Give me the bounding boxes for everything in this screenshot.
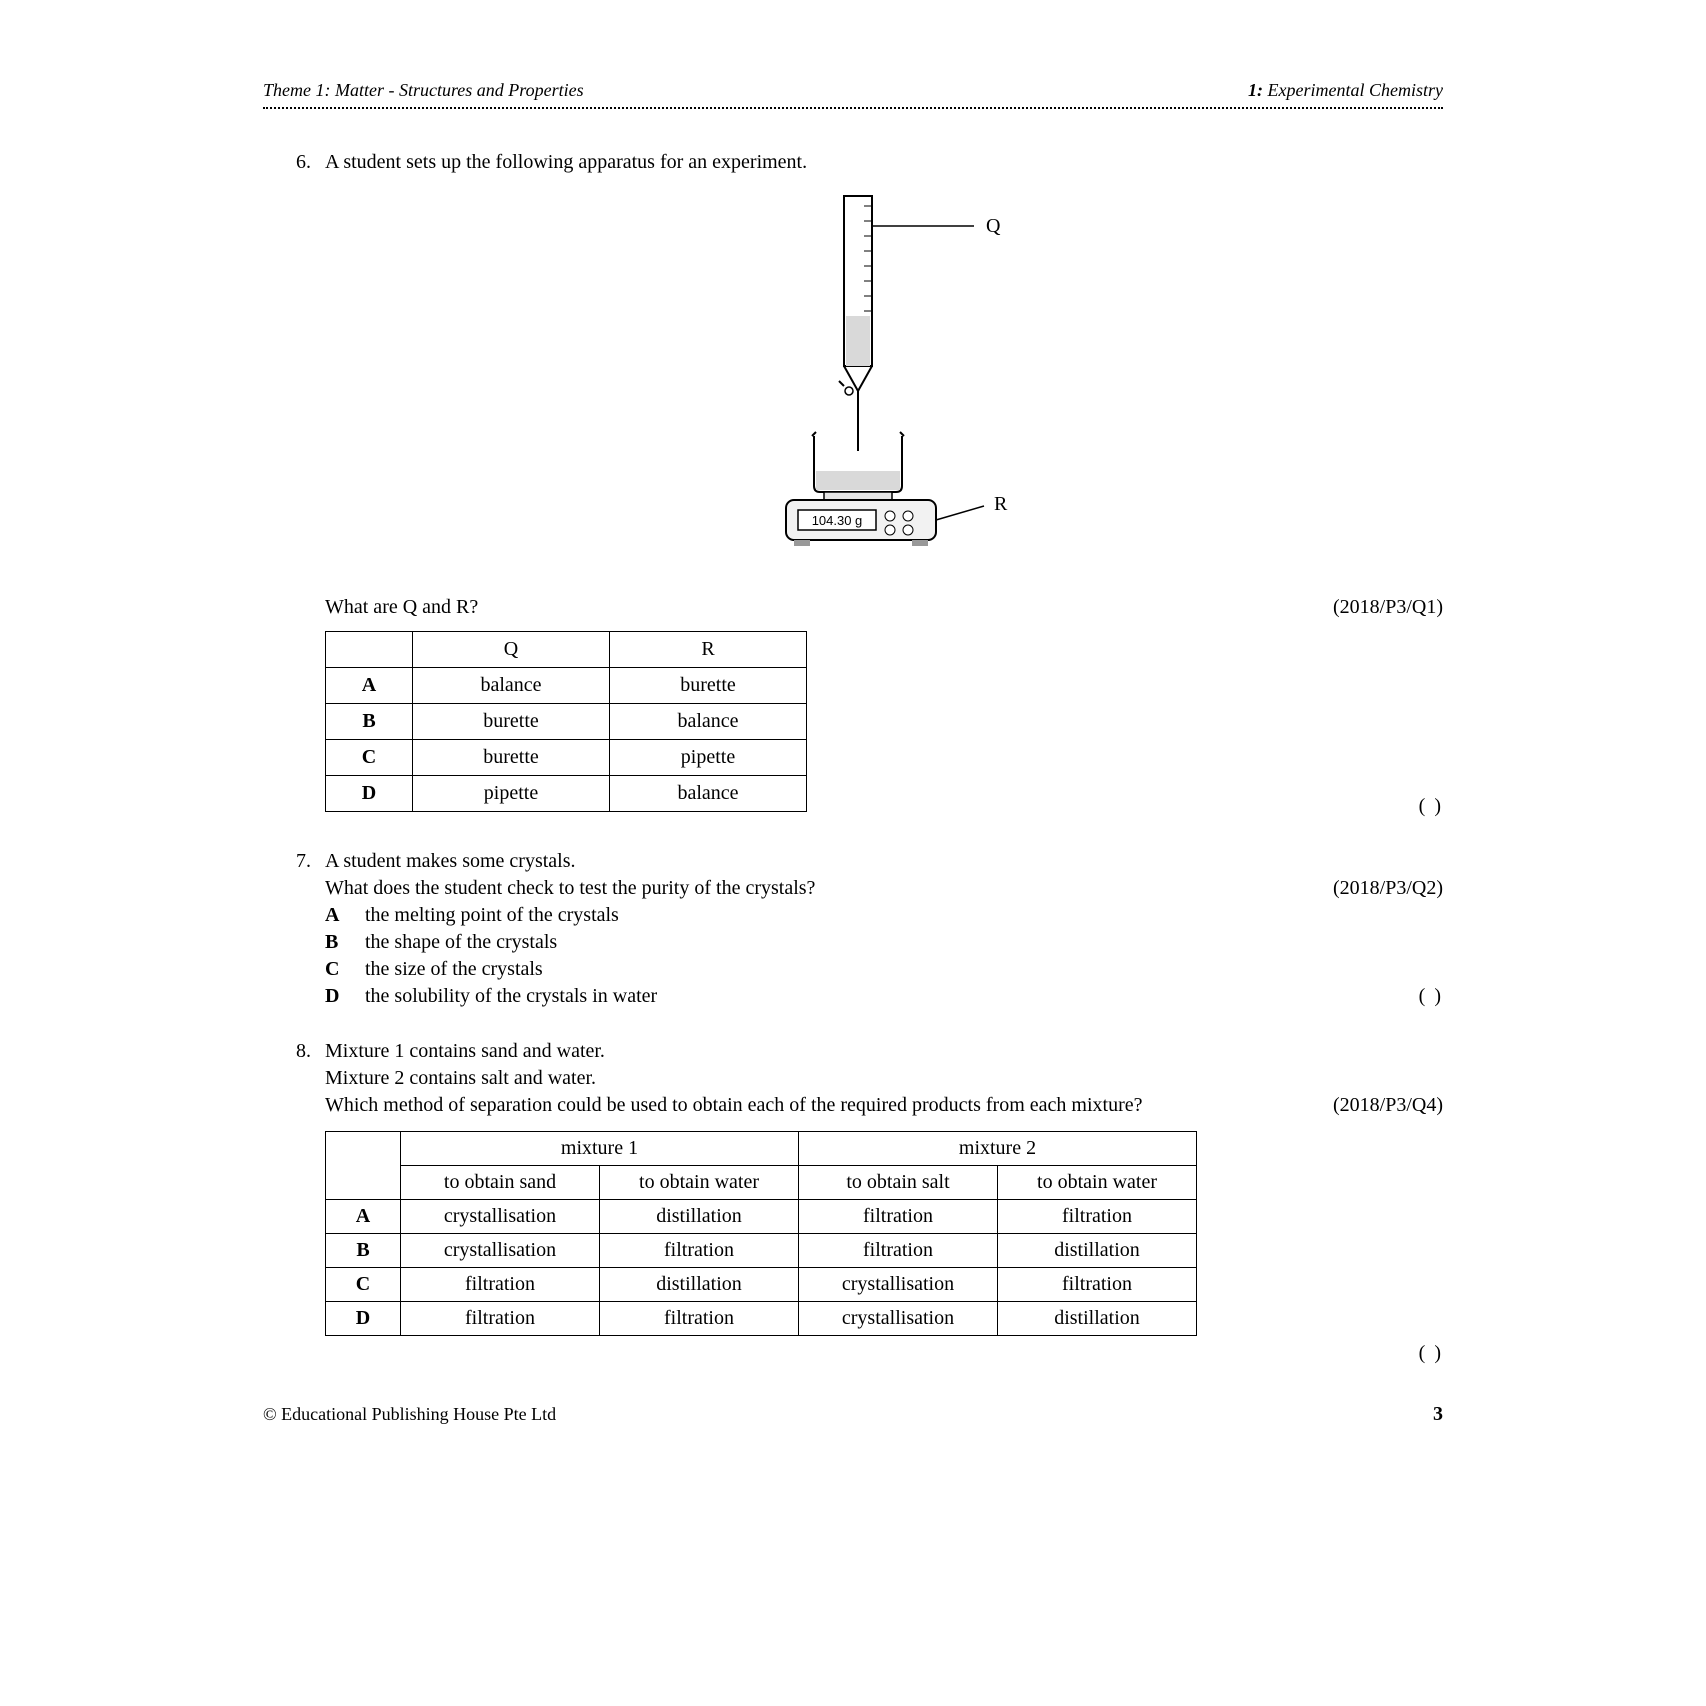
q8-line1: Mixture 1 contains sand and water.	[325, 1038, 1443, 1065]
question-7: 7. A student makes some crystals. What d…	[263, 848, 1443, 1010]
q8-options-table: mixture 1 mixture 2 to obtain sand to ob…	[325, 1131, 1197, 1336]
question-8: 8. Mixture 1 contains sand and water. Mi…	[263, 1038, 1443, 1367]
q8-head-m2: mixture 2	[799, 1132, 1197, 1166]
label-r: R	[994, 493, 1008, 515]
q6-ref: (2018/P3/Q1)	[1273, 594, 1443, 621]
q6-row-d: D	[326, 776, 413, 812]
q6-options-table: Q R Abalanceburette Bburettebalance Cbur…	[325, 631, 807, 812]
q7-opt-d: the solubility of the crystals in water	[365, 983, 1273, 1010]
question-6: 6. A student sets up the following appar…	[263, 149, 1443, 820]
q8-head-water2: to obtain water	[998, 1166, 1197, 1200]
q7-answer-blank[interactable]: ( )	[1273, 983, 1443, 1010]
q7-opt-b: the shape of the crystals	[365, 929, 1443, 956]
q6-head-r: R	[610, 632, 807, 668]
header-right: 1: Experimental Chemistry	[1248, 80, 1443, 101]
q7-number: 7.	[263, 848, 325, 1010]
q7-opt-d-letter: D	[325, 983, 365, 1010]
q6-row-b: B	[326, 704, 413, 740]
page-number: 3	[1433, 1403, 1443, 1426]
page-footer: © Educational Publishing House Pte Ltd 3	[263, 1403, 1443, 1426]
header-left: Theme 1: Matter - Structures and Propert…	[263, 80, 584, 101]
q8-row-b: B	[326, 1234, 401, 1268]
q8-row-d: D	[326, 1302, 401, 1336]
q7-ref: (2018/P3/Q2)	[1273, 875, 1443, 902]
q8-line2: Mixture 2 contains salt and water.	[325, 1065, 1443, 1092]
q7-line2: What does the student check to test the …	[325, 875, 815, 902]
q8-line3: Which method of separation could be used…	[325, 1092, 1273, 1119]
q6-stem: A student sets up the following apparatu…	[325, 149, 1443, 176]
scale-reading: 104.30 g	[812, 513, 863, 528]
q8-head-sand: to obtain sand	[401, 1166, 600, 1200]
header-right-rest: Experimental Chemistry	[1263, 80, 1443, 100]
label-q: Q	[986, 215, 1001, 237]
apparatus-diagram: 104.30 g Q R	[325, 186, 1443, 574]
q8-head-m1: mixture 1	[401, 1132, 799, 1166]
q8-row-c: C	[326, 1268, 401, 1302]
q8-ref: (2018/P3/Q4)	[1273, 1092, 1443, 1119]
q8-head-salt: to obtain salt	[799, 1166, 998, 1200]
q7-opt-a-letter: A	[325, 902, 365, 929]
q7-opt-b-letter: B	[325, 929, 365, 956]
page-header: Theme 1: Matter - Structures and Propert…	[263, 80, 1443, 109]
apparatus-svg: 104.30 g Q R	[674, 186, 1094, 566]
header-right-bold: 1:	[1248, 80, 1263, 100]
q8-head-water1: to obtain water	[600, 1166, 799, 1200]
copyright: © Educational Publishing House Pte Ltd	[263, 1404, 556, 1425]
q7-line1: A student makes some crystals.	[325, 848, 1443, 875]
page: Theme 1: Matter - Structures and Propert…	[263, 0, 1443, 1466]
q6-answer-blank[interactable]: ( )	[807, 793, 1443, 820]
q8-answer-blank[interactable]: ( )	[325, 1340, 1443, 1367]
q7-opt-c: the size of the crystals	[365, 956, 1443, 983]
q8-number: 8.	[263, 1038, 325, 1367]
q7-opt-a: the melting point of the crystals	[365, 902, 1443, 929]
q6-row-a: A	[326, 668, 413, 704]
q6-row-c: C	[326, 740, 413, 776]
q6-head-q: Q	[413, 632, 610, 668]
q6-ask: What are Q and R?	[325, 594, 478, 621]
q8-row-a: A	[326, 1200, 401, 1234]
q7-opt-c-letter: C	[325, 956, 365, 983]
q6-number: 6.	[263, 149, 325, 820]
